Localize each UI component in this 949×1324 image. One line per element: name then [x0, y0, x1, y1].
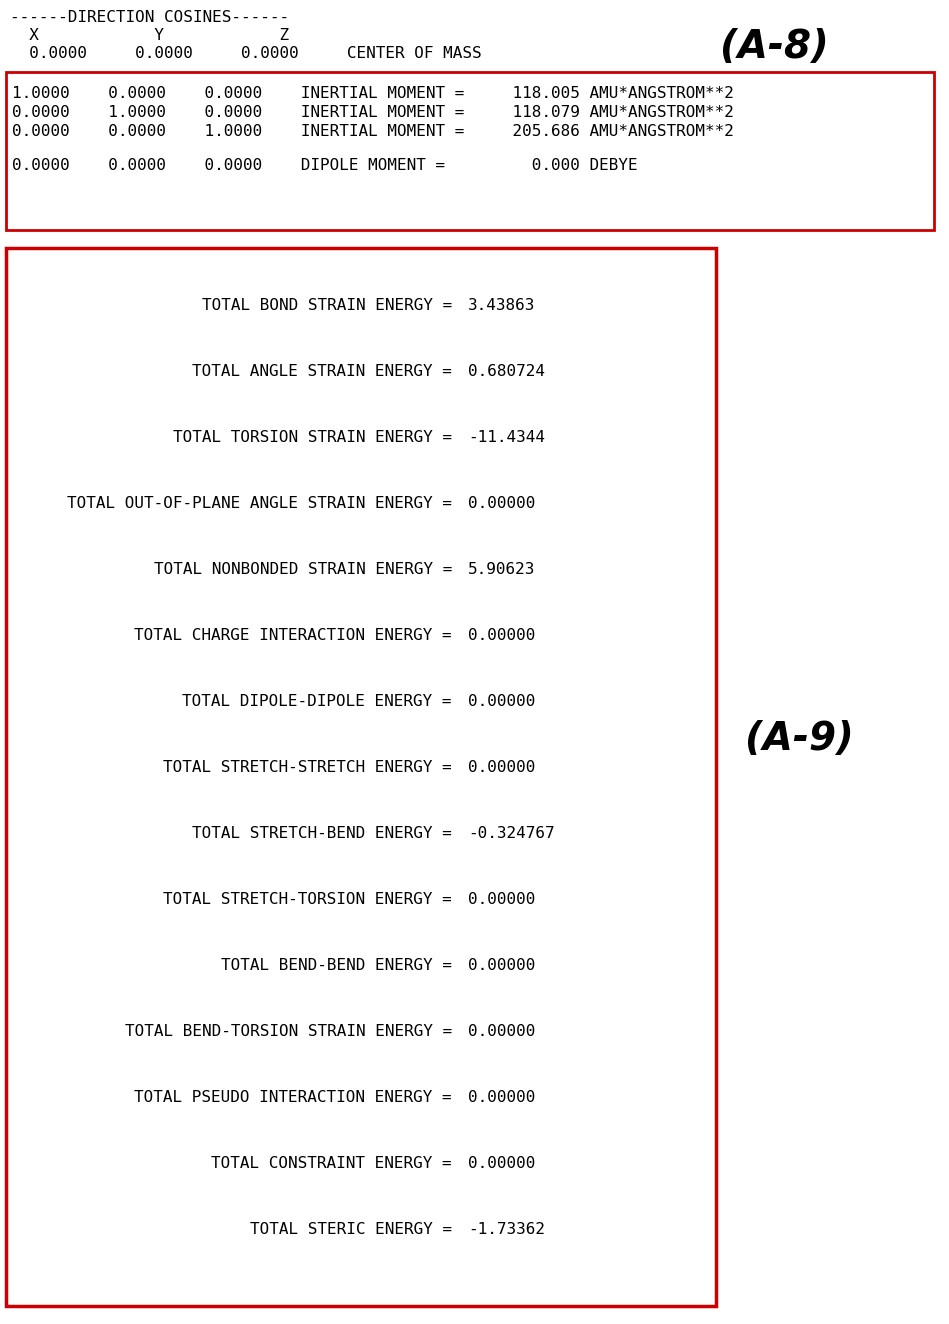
Text: 0.00000: 0.00000 — [468, 892, 535, 907]
Text: TOTAL ANGLE STRAIN ENERGY =: TOTAL ANGLE STRAIN ENERGY = — [192, 364, 452, 379]
Text: 5.90623: 5.90623 — [468, 561, 535, 577]
Text: TOTAL STRETCH-STRETCH ENERGY =: TOTAL STRETCH-STRETCH ENERGY = — [163, 760, 452, 775]
Text: TOTAL DIPOLE-DIPOLE ENERGY =: TOTAL DIPOLE-DIPOLE ENERGY = — [182, 694, 452, 708]
Text: 0.0000     0.0000     0.0000     CENTER OF MASS: 0.0000 0.0000 0.0000 CENTER OF MASS — [10, 46, 482, 61]
Text: TOTAL BEND-BEND ENERGY =: TOTAL BEND-BEND ENERGY = — [221, 959, 452, 973]
Text: TOTAL CHARGE INTERACTION ENERGY =: TOTAL CHARGE INTERACTION ENERGY = — [135, 628, 452, 643]
Text: TOTAL BEND-TORSION STRAIN ENERGY =: TOTAL BEND-TORSION STRAIN ENERGY = — [124, 1023, 452, 1039]
Text: -0.324767: -0.324767 — [468, 826, 554, 841]
Text: 0.0000    0.0000    0.0000    DIPOLE MOMENT =         0.000 DEBYE: 0.0000 0.0000 0.0000 DIPOLE MOMENT = 0.0… — [12, 158, 638, 173]
Text: 0.00000: 0.00000 — [468, 959, 535, 973]
Text: TOTAL BOND STRAIN ENERGY =: TOTAL BOND STRAIN ENERGY = — [202, 298, 452, 312]
Text: 0.0000    1.0000    0.0000    INERTIAL MOMENT =     118.079 AMU*ANGSTROM**2: 0.0000 1.0000 0.0000 INERTIAL MOMENT = 1… — [12, 105, 734, 120]
Text: TOTAL STRETCH-TORSION ENERGY =: TOTAL STRETCH-TORSION ENERGY = — [163, 892, 452, 907]
Text: -1.73362: -1.73362 — [468, 1222, 545, 1237]
Text: TOTAL CONSTRAINT ENERGY =: TOTAL CONSTRAINT ENERGY = — [212, 1156, 452, 1170]
Text: 0.00000: 0.00000 — [468, 760, 535, 775]
Text: TOTAL NONBONDED STRAIN ENERGY =: TOTAL NONBONDED STRAIN ENERGY = — [154, 561, 452, 577]
Text: -11.4344: -11.4344 — [468, 430, 545, 445]
Text: X            Y            Z: X Y Z — [10, 28, 289, 42]
Text: 0.00000: 0.00000 — [468, 1156, 535, 1170]
Text: 0.00000: 0.00000 — [468, 496, 535, 511]
Text: 0.0000    0.0000    1.0000    INERTIAL MOMENT =     205.686 AMU*ANGSTROM**2: 0.0000 0.0000 1.0000 INERTIAL MOMENT = 2… — [12, 124, 734, 139]
Text: 0.00000: 0.00000 — [468, 628, 535, 643]
Bar — [6, 71, 934, 230]
Text: 0.00000: 0.00000 — [468, 1023, 535, 1039]
Text: TOTAL STERIC ENERGY =: TOTAL STERIC ENERGY = — [250, 1222, 452, 1237]
Text: 1.0000    0.0000    0.0000    INERTIAL MOMENT =     118.005 AMU*ANGSTROM**2: 1.0000 0.0000 0.0000 INERTIAL MOMENT = 1… — [12, 86, 734, 101]
Text: ------DIRECTION COSINES------: ------DIRECTION COSINES------ — [10, 11, 289, 25]
Text: TOTAL STRETCH-BEND ENERGY =: TOTAL STRETCH-BEND ENERGY = — [192, 826, 452, 841]
Text: 0.00000: 0.00000 — [468, 694, 535, 708]
Text: 0.00000: 0.00000 — [468, 1090, 535, 1106]
Text: TOTAL PSEUDO INTERACTION ENERGY =: TOTAL PSEUDO INTERACTION ENERGY = — [135, 1090, 452, 1106]
Text: 3.43863: 3.43863 — [468, 298, 535, 312]
Text: TOTAL TORSION STRAIN ENERGY =: TOTAL TORSION STRAIN ENERGY = — [173, 430, 452, 445]
Text: 0.680724: 0.680724 — [468, 364, 545, 379]
Text: TOTAL OUT-OF-PLANE ANGLE STRAIN ENERGY =: TOTAL OUT-OF-PLANE ANGLE STRAIN ENERGY = — [67, 496, 452, 511]
Text: (A-8): (A-8) — [720, 28, 828, 66]
Bar — [6, 248, 716, 1305]
Text: (A-9): (A-9) — [745, 720, 854, 759]
